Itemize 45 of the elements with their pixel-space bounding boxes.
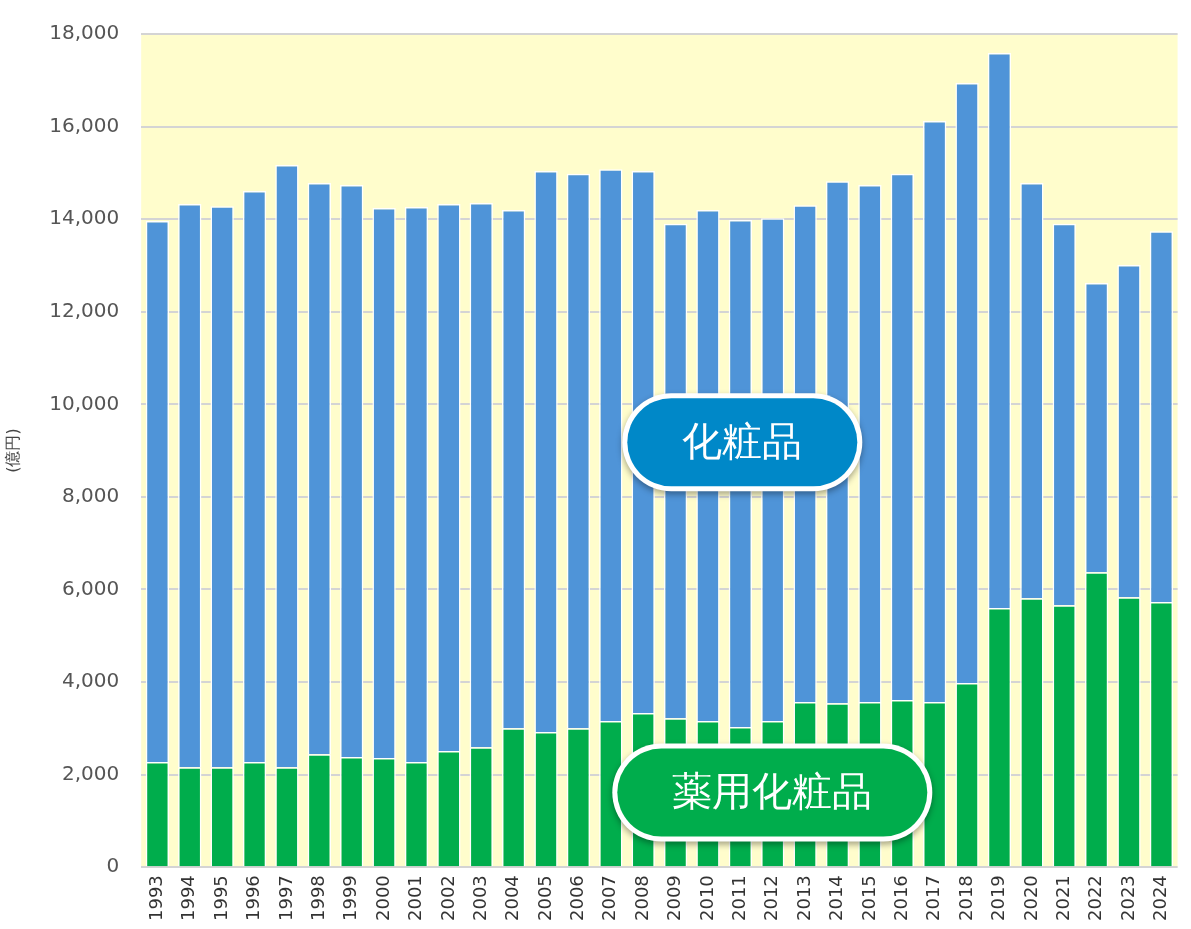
y-tick-label: 16,000 (49, 112, 120, 137)
x-tick-label: 2007 (598, 875, 620, 921)
y-tick-label: 8,000 (61, 483, 120, 508)
y-axis-title: (億円) (2, 428, 22, 473)
x-tick-label: 2021 (1051, 875, 1073, 921)
x-tick-label: 1993 (145, 875, 167, 921)
x-tick-label: 2015 (857, 875, 879, 921)
y-tick-label: 12,000 (49, 297, 120, 322)
x-tick-label: 2014 (825, 875, 847, 921)
x-tick-label: 2024 (1149, 875, 1171, 921)
x-tick-label: 2009 (663, 875, 685, 921)
x-tick-label: 1995 (209, 875, 231, 921)
x-tick-label: 1999 (339, 875, 361, 921)
series-label: 化粧品 (682, 417, 803, 464)
x-tick-label: 2001 (404, 875, 426, 921)
x-tick-label: 2022 (1084, 875, 1106, 921)
y-tick-label: 2,000 (61, 760, 120, 785)
x-tick-label: 2010 (695, 875, 717, 921)
y-tick-label: 18,000 (49, 20, 120, 45)
x-tick-label: 2018 (954, 875, 976, 921)
x-tick-label: 1996 (242, 875, 264, 921)
x-tick-label: 2012 (760, 875, 782, 921)
y-tick-label: 6,000 (61, 575, 120, 600)
x-tick-label: 2008 (630, 875, 652, 921)
x-tick-label: 2023 (1116, 875, 1138, 921)
y-tick-label: 10,000 (49, 390, 120, 415)
x-tick-label: 2020 (1019, 875, 1041, 921)
x-tick-label: 1994 (177, 875, 199, 921)
x-tick-label: 2003 (468, 875, 490, 921)
x-tick-label: 2005 (533, 875, 555, 921)
y-tick-label: 0 (106, 853, 120, 878)
x-tick-label: 2000 (371, 875, 393, 921)
x-tick-label: 2011 (728, 875, 750, 921)
x-tick-label: 2004 (501, 875, 523, 921)
y-tick-label: 4,000 (61, 668, 120, 693)
x-tick-label: 1997 (274, 875, 296, 921)
y-tick-label: 14,000 (49, 205, 120, 230)
x-tick-label: 2013 (792, 875, 814, 921)
x-tick-label: 2017 (922, 875, 944, 921)
x-tick-label: 2006 (566, 875, 588, 921)
x-tick-label: 1998 (306, 875, 328, 921)
x-tick-label: 2016 (889, 875, 911, 921)
x-tick-label: 2002 (436, 875, 458, 921)
series-label: 薬用化粧品 (672, 767, 873, 814)
x-tick-label: 2019 (987, 875, 1009, 921)
